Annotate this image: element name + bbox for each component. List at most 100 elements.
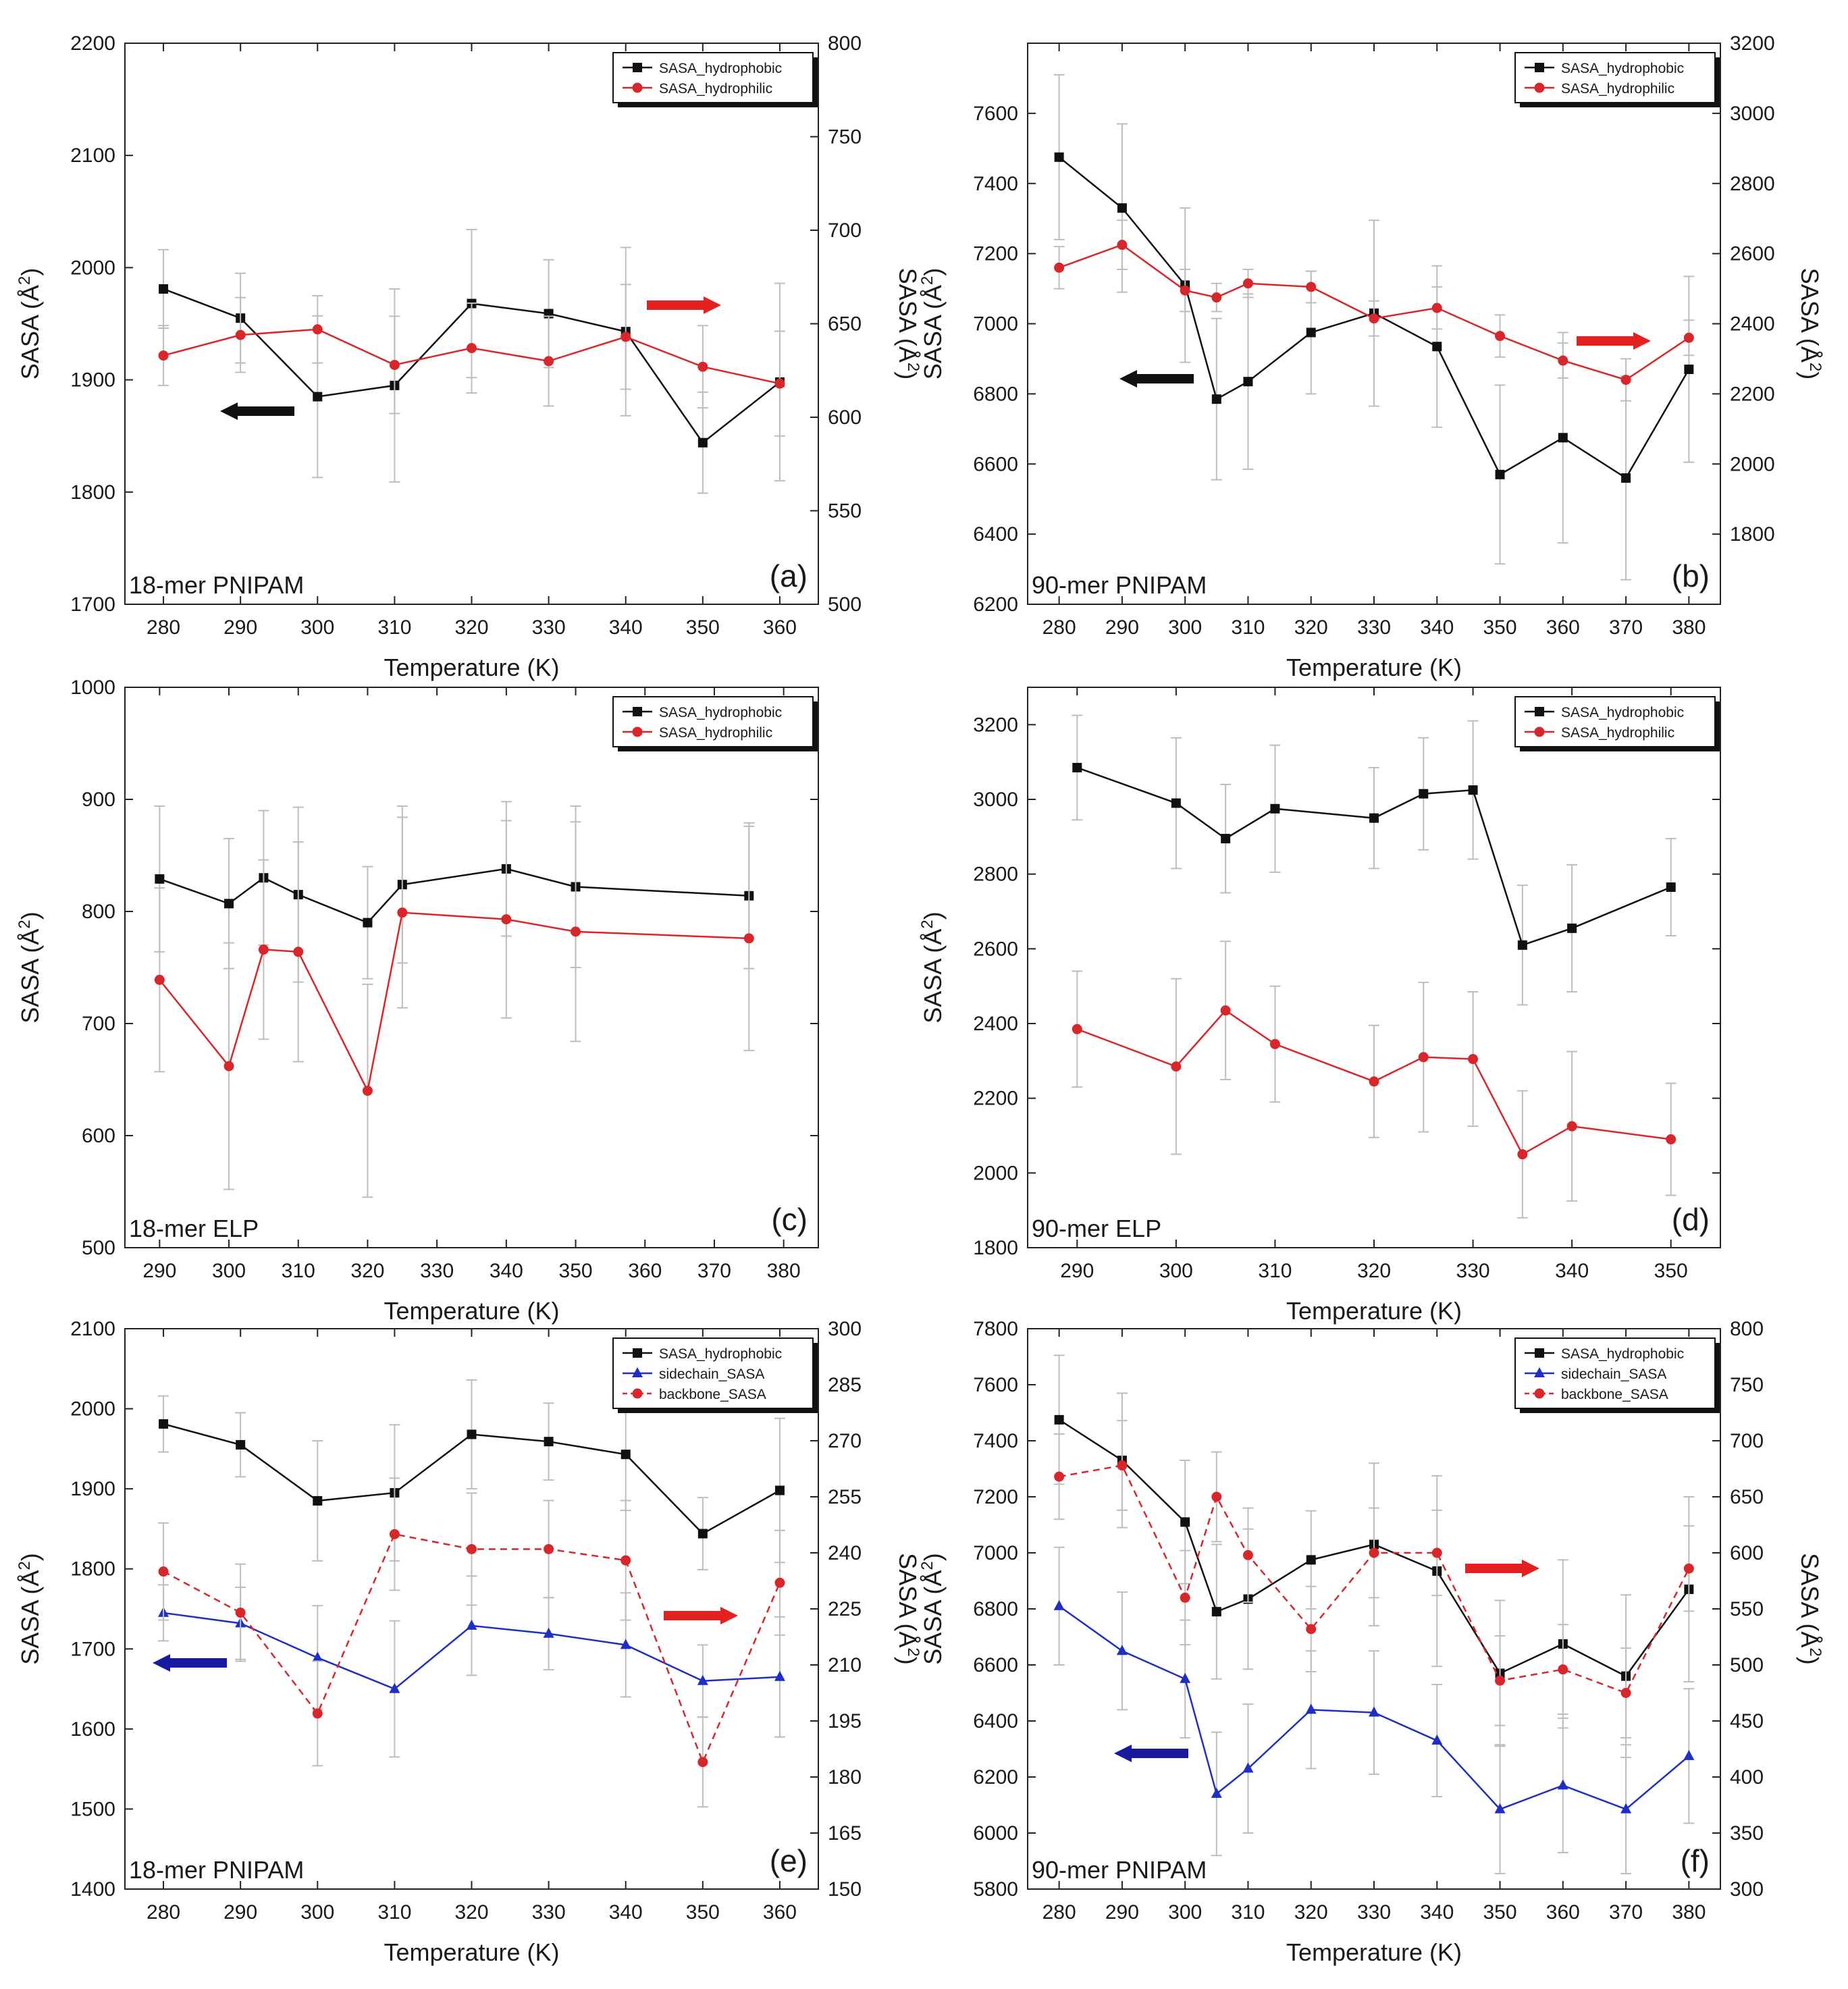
y2-tick-label: 1800 (1730, 523, 1775, 546)
x-tick-label: 280 (147, 1901, 180, 1924)
data-point (1221, 834, 1231, 844)
x-tick-label: 320 (1357, 1260, 1391, 1282)
data-point (1432, 342, 1442, 352)
y-tick-label: 6400 (973, 523, 1018, 546)
y-tick-label: 7000 (973, 313, 1018, 336)
y2-tick-label: 225 (828, 1598, 862, 1620)
legend-label: SASA_hydrophilic (659, 81, 772, 97)
y-tick-label: 2000 (70, 257, 115, 279)
data-point (1517, 940, 1527, 950)
y-tick-label: 1700 (70, 1638, 115, 1660)
data-point (1468, 785, 1478, 795)
data-point (313, 1495, 323, 1506)
data-point (389, 1529, 400, 1539)
y-tick-label: 6200 (973, 1766, 1018, 1788)
legend-label: SASA_hydrophilic (1561, 725, 1674, 741)
y2-tick-label: 350 (1730, 1822, 1764, 1845)
data-point (467, 343, 477, 354)
data-point (1269, 1038, 1280, 1049)
y-tick-label: 1800 (70, 1558, 115, 1581)
x-tick-label: 330 (1357, 616, 1391, 639)
legend-label: sidechain_SASA (659, 1367, 764, 1382)
data-point (1171, 798, 1181, 808)
y2-tick-label: 800 (1730, 1318, 1764, 1340)
series-line (1076, 1009, 1671, 1156)
axis-arrow-red (664, 1607, 738, 1624)
data-point (313, 392, 323, 402)
data-point (697, 361, 708, 372)
data-point (235, 1608, 246, 1618)
x-tick-label: 330 (420, 1260, 454, 1282)
data-point (1431, 302, 1442, 313)
y-axis-title: SASA (Å2) (918, 268, 947, 379)
y2-axis-title: SASA (Å2) (1796, 268, 1825, 379)
y-tick-label: 1000 (70, 677, 115, 699)
x-tick-label: 320 (454, 1901, 488, 1924)
y-tick-label: 2200 (973, 1088, 1018, 1110)
x-tick-label: 340 (1555, 1260, 1589, 1282)
x-tick-label: 310 (282, 1260, 315, 1282)
legend: SASA_hydrophobic SASA_hydrophilic (1514, 52, 1720, 107)
y2-axis-title: SASA (Å2) (894, 268, 923, 379)
series-SASA_hydrophilic (1072, 940, 1677, 1219)
x-tick-label: 360 (763, 616, 797, 639)
data-point (697, 1674, 708, 1685)
data-point (1211, 1491, 1222, 1502)
data-point (1117, 203, 1127, 213)
y-tick-label: 6000 (973, 1822, 1018, 1845)
y-tick-label: 1800 (973, 1237, 1018, 1259)
y-tick-label: 7400 (973, 1430, 1018, 1452)
data-point (312, 324, 323, 335)
y2-tick-label: 700 (1730, 1430, 1764, 1452)
panel-name: 90-mer PNIPAM (1032, 1856, 1207, 1884)
y-tick-label: 6600 (973, 453, 1018, 475)
legend: SASA_hydrophobic SASA_hydrophilic (612, 52, 818, 107)
data-point (389, 1682, 400, 1693)
y2-tick-label: 180 (828, 1766, 862, 1788)
legend: SASA_hydrophobic SASA_hydrophilic (612, 696, 818, 751)
axis-arrow-red (1577, 332, 1651, 350)
y2-tick-label: 2800 (1730, 173, 1775, 195)
panel-name: 18-mer PNIPAM (129, 1856, 304, 1884)
data-point (743, 933, 754, 944)
x-tick-label: 360 (1546, 1901, 1580, 1924)
legend: SASA_hydrophobic SASA_hydrophilic (1514, 696, 1720, 751)
data-point (312, 1708, 323, 1719)
legend-marker (633, 1348, 642, 1358)
data-point (1620, 1803, 1632, 1813)
y2-tick-label: 3000 (1730, 103, 1775, 125)
x-tick-label: 300 (1168, 616, 1202, 639)
x-axis-title: Temperature (K) (384, 1297, 559, 1325)
legend-marker (1535, 707, 1544, 716)
y2-tick-label: 500 (828, 593, 862, 616)
x-tick-label: 310 (1231, 616, 1265, 639)
y2-tick-label: 650 (1730, 1486, 1764, 1508)
y2-tick-label: 285 (828, 1374, 862, 1396)
x-tick-label: 370 (697, 1260, 731, 1282)
legend-marker (632, 1388, 643, 1399)
data-point (774, 1670, 785, 1681)
data-point (1369, 1706, 1379, 1717)
y-tick-label: 2100 (70, 144, 115, 167)
data-point (1566, 1121, 1577, 1132)
data-point (362, 1086, 373, 1096)
data-point (235, 329, 246, 340)
data-point (1683, 1563, 1694, 1574)
series-backbone_SASA (158, 1477, 785, 1808)
data-point (1270, 803, 1280, 814)
series-line (1058, 1418, 1690, 1678)
x-tick-label: 290 (142, 1260, 176, 1282)
x-tick-label: 290 (1105, 616, 1139, 639)
data-point (1517, 1149, 1528, 1160)
y-tick-label: 2800 (973, 864, 1018, 886)
data-point (1242, 1549, 1253, 1560)
x-tick-label: 310 (1231, 1901, 1265, 1924)
x-tick-label: 300 (300, 616, 334, 639)
data-point (1419, 789, 1429, 799)
data-point (774, 1577, 785, 1588)
x-tick-label: 340 (1420, 616, 1454, 639)
y-tick-label: 1600 (70, 1718, 115, 1741)
x-tick-label: 340 (609, 1901, 643, 1924)
y2-tick-label: 240 (828, 1542, 862, 1564)
legend-box (1514, 696, 1716, 747)
